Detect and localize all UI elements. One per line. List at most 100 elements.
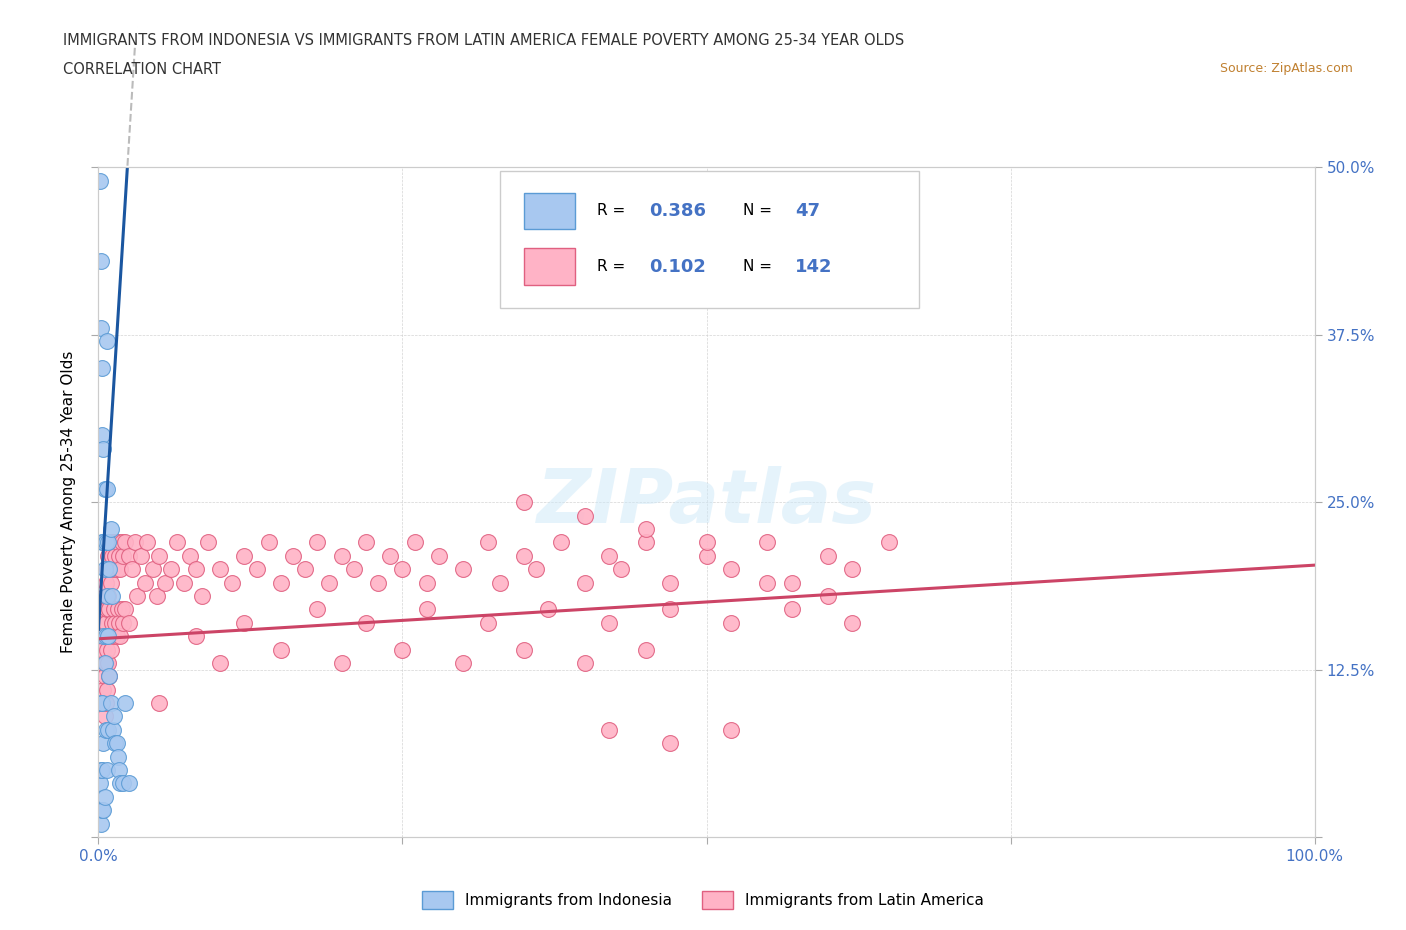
Point — [330, 549, 353, 564]
Point — [191, 589, 214, 604]
Point — [610, 562, 633, 577]
Point — [756, 535, 779, 550]
Point — [91, 763, 114, 777]
Point — [93, 656, 115, 671]
Point — [101, 589, 124, 604]
Point — [90, 763, 112, 777]
Text: R =: R = — [598, 204, 630, 219]
Point — [100, 642, 122, 657]
Point — [110, 562, 132, 577]
Point — [91, 642, 114, 657]
Point — [416, 602, 439, 617]
Point — [110, 602, 132, 617]
Point — [96, 562, 118, 577]
Bar — [524, 248, 575, 285]
Point — [110, 629, 132, 644]
Point — [96, 482, 118, 497]
Text: CORRELATION CHART: CORRELATION CHART — [63, 62, 221, 77]
Point — [91, 736, 114, 751]
Point — [142, 562, 165, 577]
Point — [416, 575, 439, 590]
Text: R =: R = — [598, 259, 630, 274]
Text: Source: ZipAtlas.com: Source: ZipAtlas.com — [1219, 62, 1353, 75]
Point — [155, 575, 177, 590]
Point — [330, 656, 353, 671]
Point — [97, 549, 120, 564]
Point — [94, 629, 117, 644]
Point — [108, 763, 131, 777]
Text: ZIPatlas: ZIPatlas — [537, 466, 876, 538]
Point — [513, 549, 536, 564]
Point — [91, 803, 114, 817]
Point — [696, 549, 718, 564]
Point — [841, 616, 863, 631]
Point — [100, 522, 122, 537]
Text: 0.386: 0.386 — [650, 202, 706, 219]
Point — [696, 535, 718, 550]
Point — [105, 562, 128, 577]
Point — [391, 642, 413, 657]
Point — [720, 723, 742, 737]
Point — [96, 763, 118, 777]
Text: N =: N = — [742, 259, 778, 274]
Point — [96, 642, 118, 657]
Point — [318, 575, 340, 590]
Point — [98, 669, 121, 684]
Point — [233, 616, 256, 631]
Point — [257, 535, 280, 550]
Point — [107, 602, 129, 617]
Point — [94, 535, 117, 550]
Point — [103, 602, 125, 617]
Point — [197, 535, 219, 550]
Point — [91, 803, 114, 817]
Point — [110, 535, 132, 550]
Point — [877, 535, 900, 550]
Point — [634, 535, 657, 550]
Point — [91, 361, 114, 376]
Text: IMMIGRANTS FROM INDONESIA VS IMMIGRANTS FROM LATIN AMERICA FEMALE POVERTY AMONG : IMMIGRANTS FROM INDONESIA VS IMMIGRANTS … — [63, 33, 904, 47]
Point — [118, 616, 141, 631]
Point — [184, 629, 207, 644]
Point — [233, 549, 256, 564]
Point — [90, 642, 112, 657]
Point — [111, 776, 134, 790]
Point — [720, 616, 742, 631]
Point — [101, 629, 124, 644]
Point — [780, 575, 803, 590]
Point — [118, 776, 141, 790]
Point — [94, 656, 117, 671]
Point — [94, 723, 117, 737]
Point — [634, 642, 657, 657]
Point — [245, 562, 267, 577]
Point — [105, 736, 128, 751]
Point — [404, 535, 426, 550]
Point — [91, 629, 114, 644]
Bar — [524, 193, 575, 230]
Point — [91, 616, 114, 631]
Point — [103, 535, 125, 550]
Point — [477, 535, 499, 550]
Point — [146, 589, 169, 604]
Point — [110, 776, 132, 790]
Point — [209, 562, 232, 577]
Point — [209, 656, 232, 671]
Text: 0.102: 0.102 — [650, 258, 706, 275]
Point — [91, 428, 114, 443]
Point — [90, 817, 112, 831]
Legend: Immigrants from Indonesia, Immigrants from Latin America: Immigrants from Indonesia, Immigrants fr… — [416, 885, 990, 915]
Point — [89, 173, 111, 188]
Point — [127, 589, 149, 604]
Point — [598, 616, 620, 631]
Point — [659, 602, 682, 617]
Point — [817, 589, 839, 604]
Point — [98, 669, 121, 684]
Point — [111, 616, 134, 631]
Point — [380, 549, 402, 564]
Point — [97, 656, 120, 671]
Point — [817, 549, 839, 564]
Point — [550, 535, 572, 550]
Point — [100, 696, 122, 711]
Point — [100, 535, 122, 550]
Point — [97, 535, 120, 550]
Point — [780, 602, 803, 617]
